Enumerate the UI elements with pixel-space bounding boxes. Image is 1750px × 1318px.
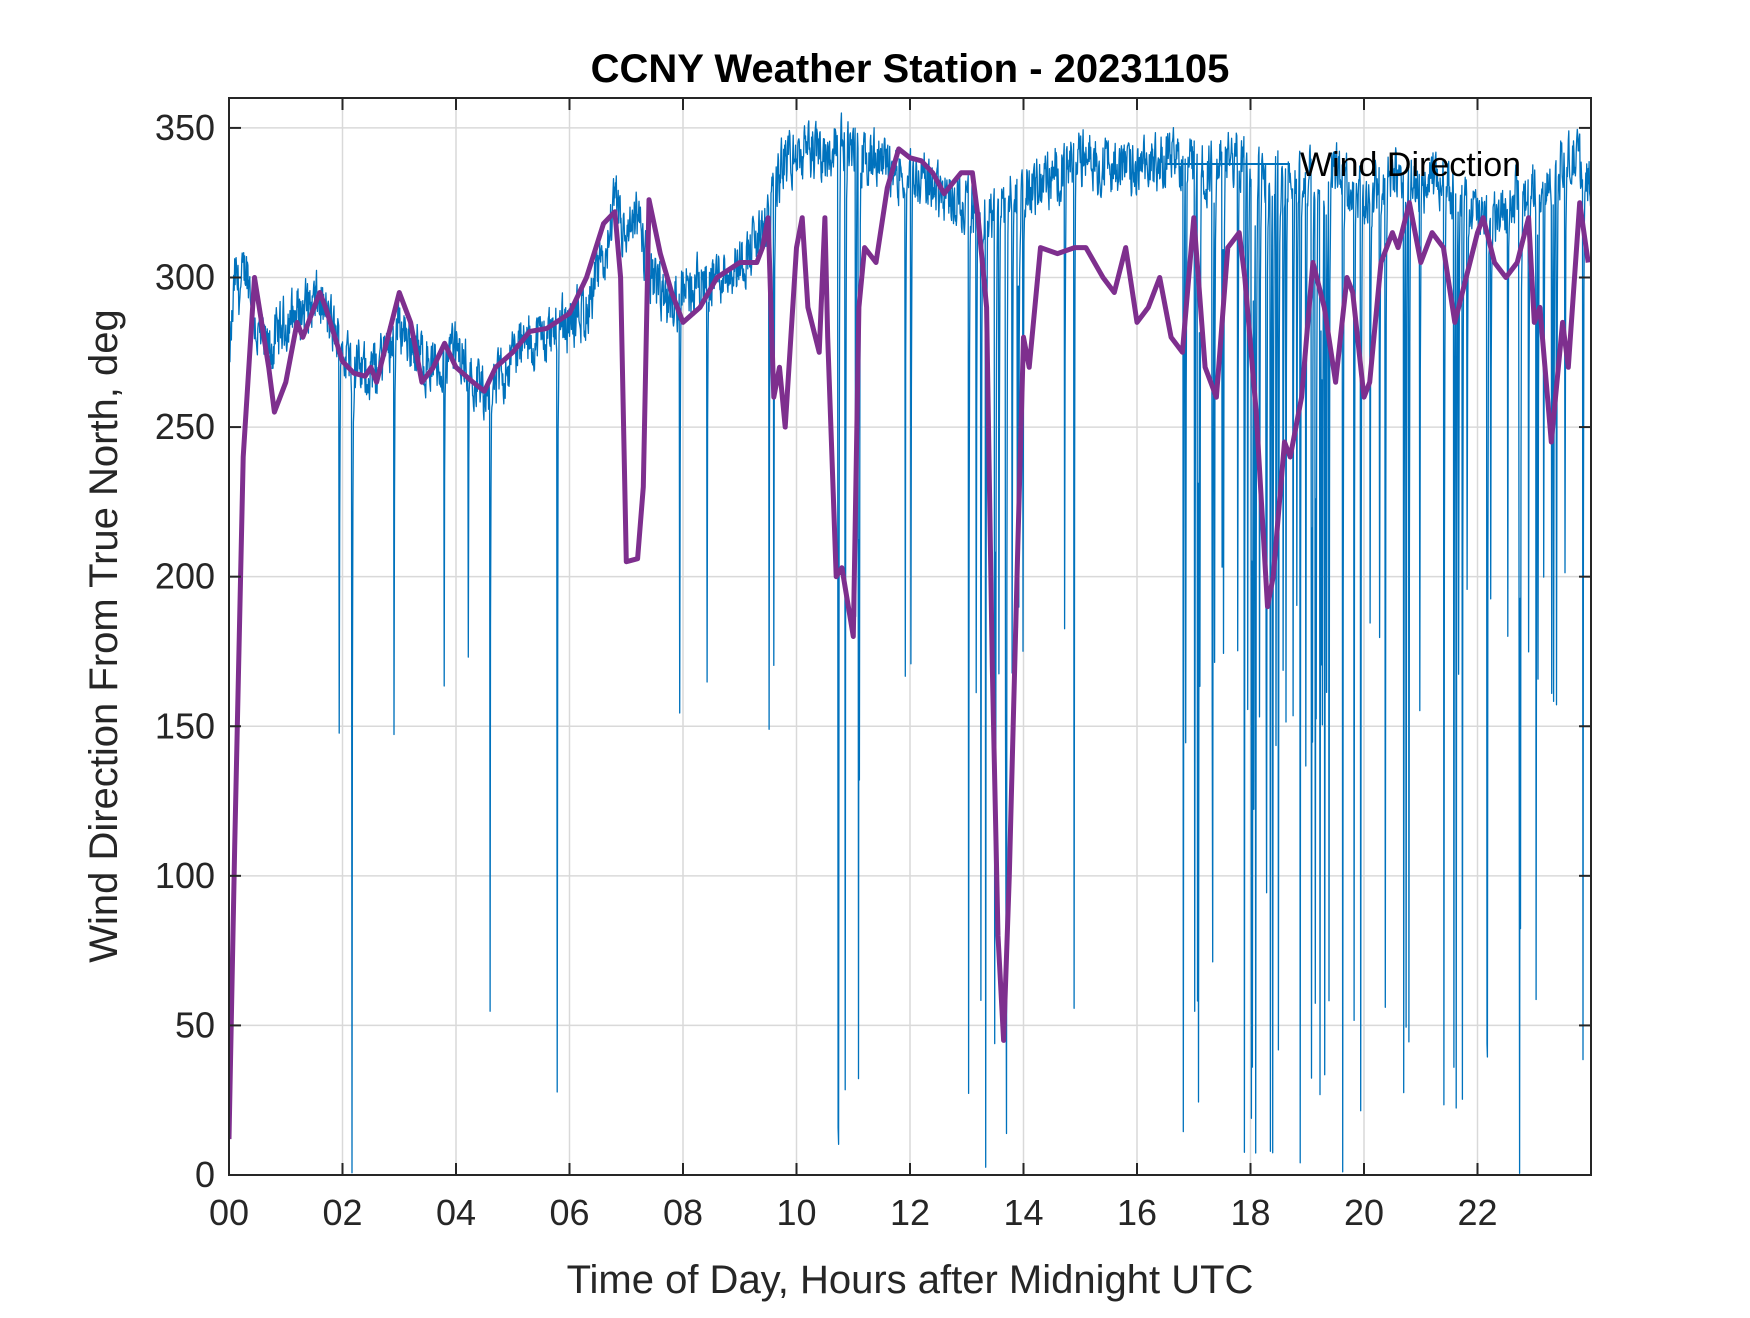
y-tick-label: 150 — [155, 705, 215, 746]
y-axis-label: Wind Direction From True North, deg — [82, 309, 126, 963]
y-tick-label: 350 — [155, 107, 215, 148]
x-tick-label: 08 — [663, 1192, 703, 1233]
x-tick-label: 12 — [890, 1192, 930, 1233]
x-tick-label: 06 — [549, 1192, 589, 1233]
tick-layer: 00 02 04 06 08 10 12 14 16 18 20 22 0 50 100 150 200 250 3… — [155, 98, 1591, 1233]
x-tick-label: 16 — [1117, 1192, 1157, 1233]
x-tick-label: 14 — [1003, 1192, 1043, 1233]
x-axis-label: Time of Day, Hours after Midnight UTC — [567, 1258, 1254, 1302]
legend: Wind Direction — [1165, 146, 1521, 184]
chart-title: CCNY Weather Station - 20231105 — [591, 47, 1230, 91]
x-tick-label: 02 — [322, 1192, 362, 1233]
y-tick-label: 200 — [155, 556, 215, 597]
legend-label-wind-direction: Wind Direction — [1300, 146, 1521, 184]
x-tick-label: 22 — [1457, 1192, 1497, 1233]
x-tick-label: 18 — [1230, 1192, 1270, 1233]
series-layer — [229, 112, 1591, 1174]
x-tick-label: 04 — [436, 1192, 476, 1233]
x-tick-label: 10 — [776, 1192, 816, 1233]
y-tick-label: 100 — [155, 855, 215, 896]
y-tick-label: 0 — [195, 1154, 215, 1195]
x-tick-label: 00 — [209, 1192, 249, 1233]
y-tick-label: 50 — [175, 1004, 215, 1045]
x-tick-label: 20 — [1344, 1192, 1384, 1233]
series-smoothed-wind-direction — [229, 146, 1591, 1140]
y-tick-label: 250 — [155, 406, 215, 447]
y-tick-label: 300 — [155, 257, 215, 298]
